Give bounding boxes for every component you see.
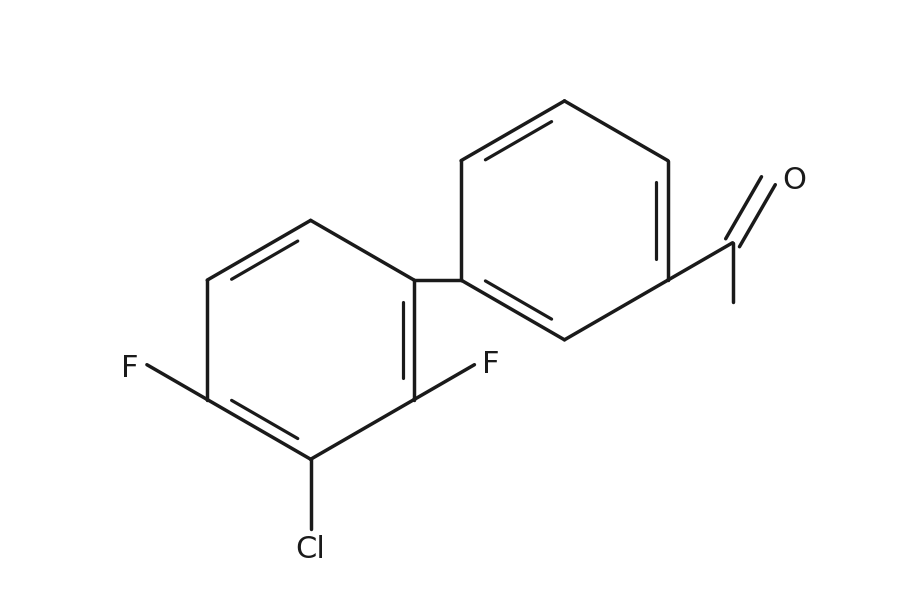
Text: F: F xyxy=(122,354,139,383)
Text: O: O xyxy=(783,166,806,195)
Text: Cl: Cl xyxy=(296,535,326,564)
Text: F: F xyxy=(482,350,500,379)
